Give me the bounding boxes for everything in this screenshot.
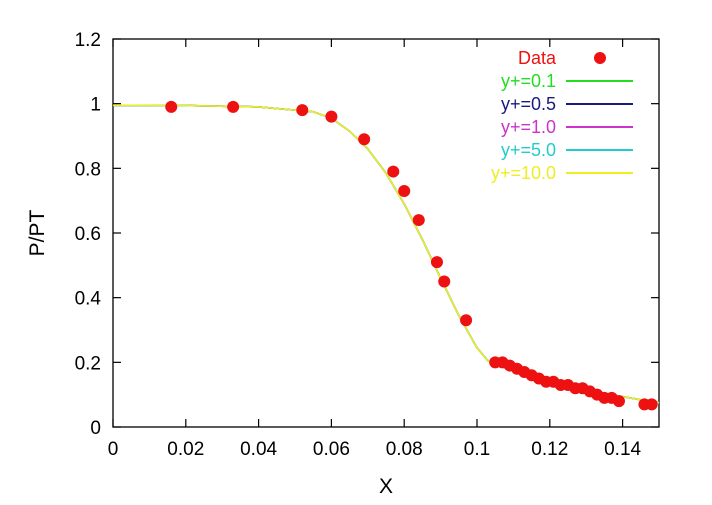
y-tick-label: 0.6 bbox=[75, 224, 101, 245]
data-points bbox=[165, 100, 658, 411]
x-tick-label: 0 bbox=[108, 439, 119, 460]
legend-label: Data bbox=[518, 48, 557, 68]
data-point bbox=[358, 133, 371, 146]
plot-area bbox=[112, 38, 660, 428]
data-point bbox=[438, 275, 451, 288]
y-tick-label: 0 bbox=[90, 418, 101, 439]
x-axis-title: X bbox=[379, 475, 393, 498]
y-tick-label: 0.8 bbox=[75, 159, 101, 180]
axes: 0 0.02 0.04 0.06 0.08 0.1 0.12 0.14 0 0.2 0.4 0.6 0.… bbox=[75, 30, 659, 460]
x-tick-label: 0.06 bbox=[313, 439, 350, 460]
data-point bbox=[645, 398, 658, 411]
data-point bbox=[165, 100, 178, 113]
legend-marker bbox=[594, 52, 606, 64]
legend-label: y+=0.5 bbox=[501, 94, 556, 114]
legend-label: y+=10.0 bbox=[491, 163, 556, 183]
data-point bbox=[387, 165, 400, 178]
y-tick-label: 1 bbox=[90, 95, 101, 116]
legend: Data y+=0.1 y+=0.5 y+=1.0 y+=5.0 y+=10.0 bbox=[491, 48, 633, 183]
data-point bbox=[325, 110, 338, 123]
data-point bbox=[430, 256, 443, 269]
x-tick-label: 0.14 bbox=[604, 439, 641, 460]
data-point bbox=[612, 395, 625, 408]
x-tick-label: 0.12 bbox=[531, 439, 568, 460]
data-point bbox=[227, 100, 240, 113]
legend-label: y+=5.0 bbox=[501, 140, 556, 160]
y-tick-label: 0.2 bbox=[75, 353, 101, 374]
plot-border bbox=[112, 38, 660, 428]
data-point bbox=[412, 214, 425, 227]
x-tick-label: 0.1 bbox=[464, 439, 490, 460]
y-tick-label: 0.4 bbox=[75, 289, 102, 310]
y-tick-label: 1.2 bbox=[75, 30, 101, 51]
data-point bbox=[460, 314, 473, 327]
legend-label: y+=1.0 bbox=[501, 117, 556, 137]
data-point bbox=[296, 104, 309, 117]
legend-label: y+=0.1 bbox=[501, 71, 556, 91]
x-tick-label: 0.02 bbox=[167, 439, 204, 460]
x-tick-label: 0.08 bbox=[386, 439, 423, 460]
x-tick-label: 0.04 bbox=[240, 439, 277, 460]
y-axis-title: P/PT bbox=[26, 209, 49, 256]
data-point bbox=[398, 184, 411, 197]
